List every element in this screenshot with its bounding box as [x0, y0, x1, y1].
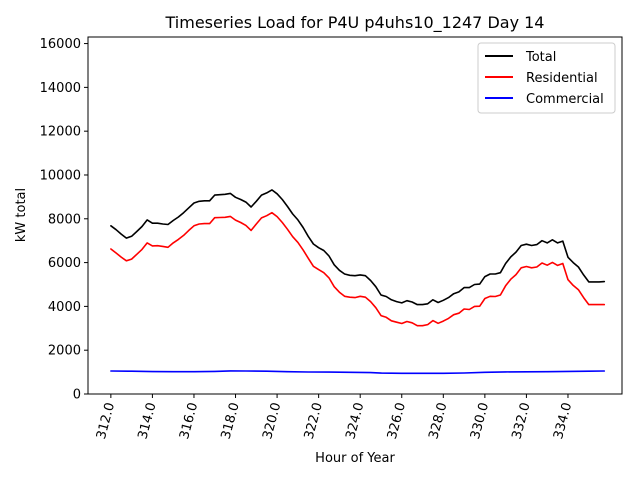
legend-label-total: Total	[525, 50, 556, 65]
y-tick-label: 10000	[40, 168, 81, 183]
legend: Total Residential Commercial	[477, 42, 616, 114]
legend-box	[477, 42, 616, 114]
y-tick-label: 8000	[48, 212, 81, 227]
chart-title: Timeseries Load for P4U p4uhs10_1247 Day…	[165, 13, 545, 33]
legend-items: Total Residential Commercial	[485, 50, 604, 107]
series-line-residential	[110, 211, 606, 327]
y-tick-label: 14000	[40, 81, 81, 96]
series-line-commercial	[110, 370, 606, 375]
y-tick-label: 12000	[40, 125, 81, 140]
series-layer	[110, 189, 606, 375]
x-axis-label: Hour of Year	[315, 451, 395, 466]
y-axis: 0 2000 4000 6000 8000 10000 12000 14000 16000	[40, 37, 88, 403]
y-tick-label: 6000	[48, 256, 81, 271]
y-tick-label: 0	[73, 388, 81, 403]
legend-label-commercial: Commercial	[526, 92, 604, 107]
y-tick-label: 16000	[40, 37, 81, 52]
series-line-total	[110, 189, 606, 306]
y-tick-label: 4000	[48, 300, 81, 315]
legend-label-residential: Residential	[526, 71, 598, 86]
y-axis-label: kW total	[14, 188, 29, 242]
y-tick-label: 2000	[48, 344, 81, 359]
plot-area-frame	[87, 36, 623, 395]
